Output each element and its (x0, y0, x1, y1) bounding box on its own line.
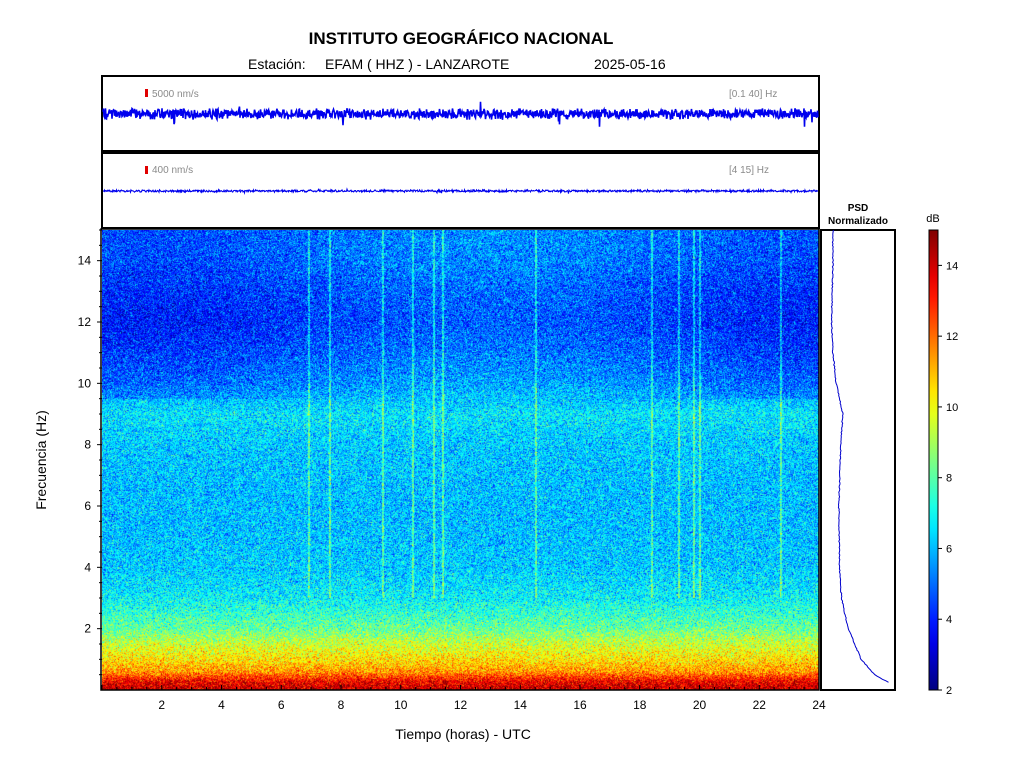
colorbar-ticks: 2 4 6 8 10 12 14 (938, 260, 958, 697)
x-tick-label: 10 (394, 698, 408, 712)
x-tick-label: 16 (573, 698, 587, 712)
colorbar: dB 2 4 6 8 10 12 14 (926, 213, 958, 697)
y-tick-label: 2 (84, 622, 91, 636)
x-tick-label: 20 (693, 698, 707, 712)
colorbar-tick-label: 4 (946, 614, 952, 626)
amplitude-scale-marker (145, 89, 148, 97)
colorbar-tick-label: 12 (946, 331, 958, 343)
trace-panel-broadband: 5000 nm/s [0.1 40] Hz (101, 75, 820, 152)
x-axis-ticks: 2 4 6 8 10 12 14 16 18 20 22 24 (101, 685, 826, 712)
y-tick-label: 10 (78, 376, 92, 390)
colorbar-tick-label: 14 (946, 260, 958, 272)
seismogram-trace (102, 101, 819, 127)
y-axis-label: Frecuencia (Hz) (33, 410, 49, 510)
y-tick-label: 6 (84, 499, 91, 513)
y-axis-ticks: 2 4 6 8 10 12 14 (78, 229, 102, 676)
x-tick-label: 24 (812, 698, 826, 712)
colorbar-tick-label: 8 (946, 473, 952, 485)
x-axis-label: Tiempo (horas) - UTC (395, 726, 531, 742)
colorbar-unit: dB (926, 213, 939, 225)
seismogram-trace (103, 187, 818, 195)
psd-panel: PSD Normalizado (820, 203, 896, 691)
psd-curve (830, 229, 889, 683)
x-tick-label: 2 (158, 698, 165, 712)
colorbar-tick-label: 10 (946, 402, 958, 414)
x-tick-label: 14 (514, 698, 528, 712)
trace-amplitude-label: 400 nm/s (152, 165, 193, 176)
station-name: EFAM ( HHZ ) - LANZAROTE (325, 56, 509, 72)
trace-panel-filtered: 400 nm/s [4 15] Hz (101, 152, 820, 229)
x-tick-label: 12 (454, 698, 468, 712)
colorbar-tick-label: 2 (946, 685, 952, 697)
station-label: Estación: (248, 56, 306, 72)
y-tick-label: 12 (78, 315, 92, 329)
x-tick-label: 8 (338, 698, 345, 712)
trace-band-label: [0.1 40] Hz (729, 89, 777, 100)
trace-amplitude-label: 5000 nm/s (152, 89, 199, 100)
colorbar-tick-label: 6 (946, 543, 952, 555)
psd-subtitle: Normalizado (828, 216, 888, 227)
x-tick-label: 6 (278, 698, 285, 712)
spectrogram-heatmap (102, 230, 819, 690)
x-tick-label: 22 (753, 698, 767, 712)
amplitude-scale-marker (145, 166, 148, 174)
y-tick-label: 4 (84, 560, 91, 574)
trace-band-label: [4 15] Hz (729, 165, 769, 176)
x-tick-label: 18 (633, 698, 647, 712)
date-label: 2025-05-16 (594, 56, 666, 72)
psd-title: PSD (848, 203, 869, 214)
y-tick-label: 8 (84, 438, 91, 452)
figure-title: INSTITUTO GEOGRÁFICO NACIONAL (309, 29, 614, 48)
y-tick-label: 14 (78, 254, 92, 268)
x-tick-label: 4 (218, 698, 225, 712)
